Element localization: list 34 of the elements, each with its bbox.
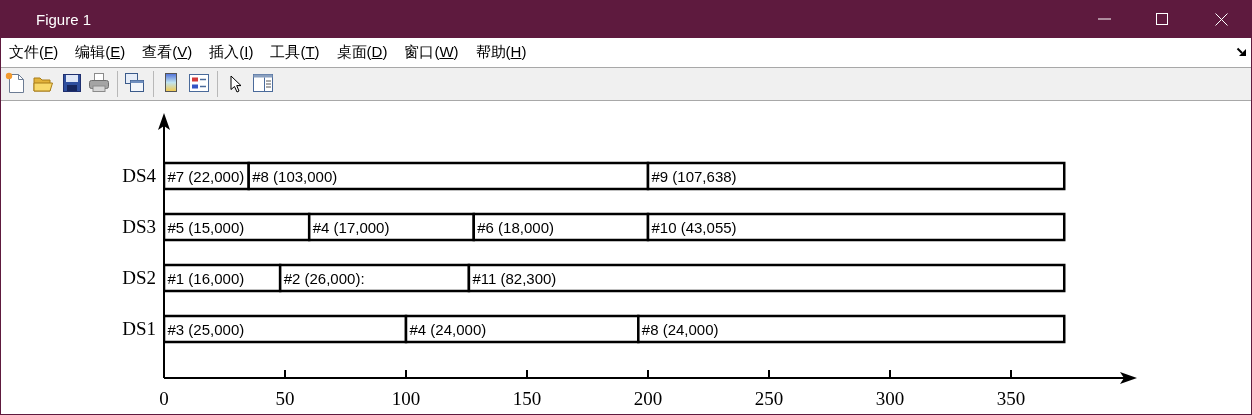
data-label: #3 (25,000) [167, 320, 245, 338]
data-label: #10 (43,055) [651, 218, 737, 236]
caption: Figure 1 [36, 10, 92, 30]
y-tick-label: DS3 [122, 216, 156, 238]
text: 工具(T) [270, 43, 320, 62]
data-label: #8 (24,000) [641, 320, 719, 338]
text: 插入(I) [209, 43, 254, 62]
x-tick-label: 150 [512, 388, 542, 410]
data-label: #7 (22,000) [167, 167, 245, 185]
x-tick-label: 300 [875, 388, 905, 410]
text: 查看(V) [142, 43, 193, 62]
x-tick-label: 100 [391, 388, 421, 410]
x-tick-label: 0 [159, 388, 169, 410]
text: 帮助(H) [475, 43, 527, 62]
text: 编辑(E) [75, 43, 126, 62]
x-tick-label: 350 [996, 388, 1026, 410]
data-label: #9 (107,638) [651, 167, 737, 185]
data-label: #6 (18,000) [477, 218, 554, 236]
text: 文件(F) [9, 43, 59, 62]
text: 窗口(W) [404, 43, 459, 62]
data-label: #11 (82,300) [472, 269, 557, 287]
data-label: #5 (15,000) [167, 218, 245, 236]
x-tick-label: 50 [275, 388, 295, 410]
data-label: #8 (103,000) [252, 167, 338, 185]
y-tick-label: DS1 [122, 318, 156, 340]
data-label: #4 (24,000) [409, 320, 487, 338]
y-tick-label: DS2 [122, 267, 156, 289]
data-label: #2 (26,000): [283, 269, 365, 287]
y-tick-label: DS4 [122, 165, 157, 187]
x-tick-label: 250 [754, 388, 784, 410]
x-tick-label: 200 [633, 388, 663, 410]
data-label: #4 (17,000) [312, 218, 390, 236]
data-label: #1 (16,000) [167, 269, 245, 287]
text: 桌面(D) [336, 43, 388, 62]
